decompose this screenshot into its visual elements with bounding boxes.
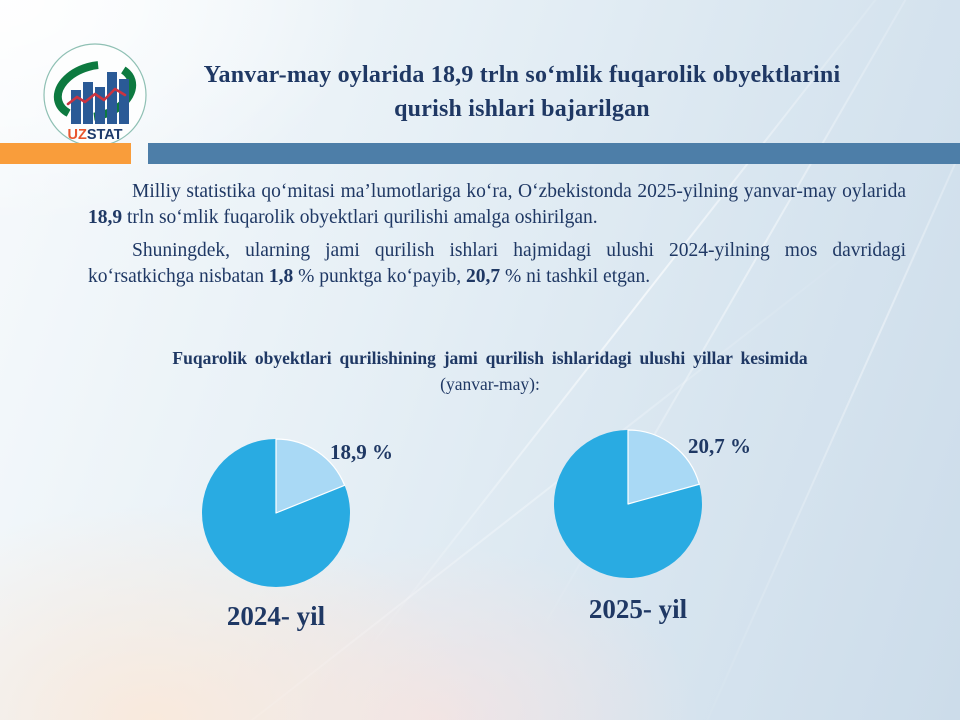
pie-chart-2024 <box>202 438 350 587</box>
pie-chart-2025 <box>554 429 702 578</box>
chart-heading: Fuqarolik obyektlari qurilishining jami … <box>172 348 808 394</box>
divider-bar-blue <box>148 143 960 164</box>
logo-wordmark: UZSTAT <box>67 127 122 143</box>
logo-text-uz: UZ <box>67 127 86 143</box>
paragraph-1: Milliy statistika qo‘mitasi ma’lumotlari… <box>88 181 906 228</box>
slide-title-line1: Yanvar-may oylarida 18,9 trln so‘mlik fu… <box>203 62 841 88</box>
logo-trend-line-icon <box>66 87 127 106</box>
pie-value-label-2024: 18,9 % <box>330 440 393 464</box>
pie-year-label-2024: 2024- yil <box>226 601 326 631</box>
slide-title: Yanvar-may oylarida 18,9 trln so‘mlik fu… <box>130 58 914 126</box>
paragraph-2: Shuningdek, ularning jami qurilish ishla… <box>88 240 906 287</box>
pie-value-label-2025: 20,7 % <box>688 434 751 458</box>
pie-light-slice <box>275 438 346 514</box>
logo-bar-chart-icon <box>71 72 129 124</box>
pie-light-slice <box>627 429 700 505</box>
pie-year-label-2025: 2025- yil <box>588 594 688 624</box>
body-text: Milliy statistika qo‘mitasi ma’lumotlari… <box>88 179 906 290</box>
divider-bar-orange <box>0 143 131 164</box>
uzstat-logo: UZSTAT <box>43 43 147 147</box>
slide-title-line2: qurish ishlari bajarilgan <box>394 96 650 122</box>
logo-text-stat: STAT <box>87 127 123 143</box>
